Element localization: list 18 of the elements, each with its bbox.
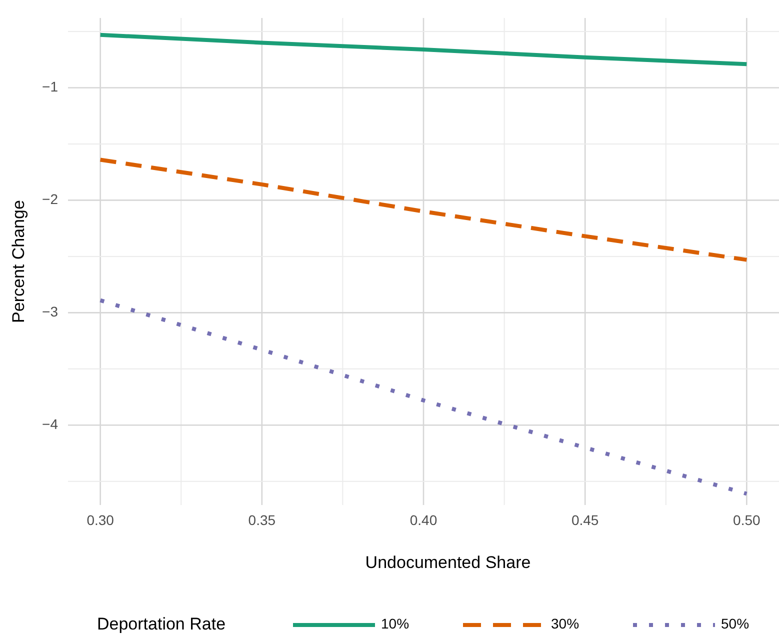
x-tick-label: 0.45 xyxy=(571,512,599,528)
legend-label: 30% xyxy=(551,616,580,632)
y-tick-label: −4 xyxy=(42,416,58,432)
line-series xyxy=(98,298,749,496)
y-tick-label: −2 xyxy=(42,190,58,207)
legend-label: 50% xyxy=(721,616,750,632)
x-axis-title: Undocumented Share xyxy=(365,553,531,572)
line-series xyxy=(98,158,749,262)
y-axis-title: Percent Change xyxy=(9,200,28,323)
x-tick-label: 0.40 xyxy=(410,512,438,528)
x-tick-label: 0.30 xyxy=(86,512,114,528)
legend-label: 10% xyxy=(381,616,410,632)
line-series xyxy=(98,32,749,66)
y-tick-label: −1 xyxy=(42,78,58,94)
x-tick-label: 0.35 xyxy=(248,512,276,528)
y-tick-label: −3 xyxy=(42,303,58,320)
x-tick-label: 0.50 xyxy=(733,512,761,528)
legend-title: Deportation Rate xyxy=(97,614,226,634)
